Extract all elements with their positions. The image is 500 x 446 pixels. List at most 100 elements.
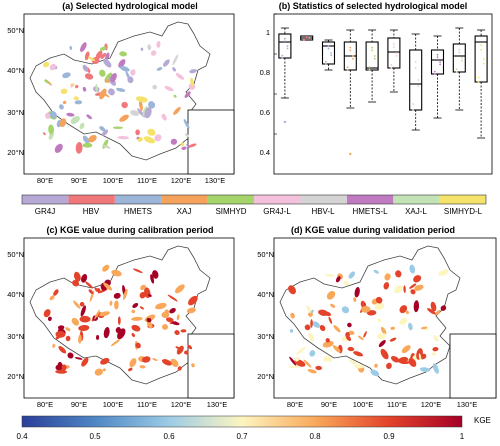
basin-shape (62, 100, 67, 105)
basin-shape (48, 131, 54, 140)
basin-shape (390, 326, 395, 330)
basin-shape (96, 335, 100, 340)
box-point (324, 63, 327, 65)
box-point (458, 51, 461, 54)
basin-shape (112, 126, 124, 129)
basin-shape (170, 138, 178, 145)
basin-shape (353, 351, 364, 357)
lat-label: 30°N (7, 332, 24, 341)
basin-shape (73, 271, 81, 282)
basin-shape (73, 96, 79, 101)
basin-shape (288, 365, 301, 368)
box-point (414, 67, 417, 69)
box-iqr (387, 37, 401, 69)
basin-shape (173, 106, 181, 115)
basin-shape (438, 269, 449, 276)
basin-shape (327, 356, 333, 362)
box-iqr (321, 41, 336, 65)
lon-label: 130°E (206, 400, 228, 409)
basin-shape (341, 306, 350, 314)
basin-shape (82, 86, 87, 92)
basin-shape (398, 356, 409, 364)
box-point (305, 35, 308, 38)
lon-label: 120°E (170, 400, 192, 409)
basin-shape (139, 365, 146, 369)
basin-shape (43, 61, 50, 68)
basins-d (288, 264, 449, 377)
basin-shape (401, 345, 411, 354)
box-point (349, 46, 352, 49)
legend-label-hmets: HMETS (124, 207, 152, 216)
box-iqr (452, 43, 466, 73)
kge-gradient-bar (21, 415, 463, 428)
box-point (477, 76, 480, 79)
lon-label: 110°E (137, 400, 157, 409)
basin-shape (123, 288, 128, 300)
basin-shape (82, 135, 90, 144)
basin-shape (139, 306, 144, 310)
basin-shape (409, 264, 416, 274)
basin-shape (79, 122, 85, 130)
basin-shape (164, 85, 174, 92)
basin-shape (409, 283, 417, 289)
box-point (327, 45, 330, 48)
basin-shape (431, 352, 436, 356)
basin-shape (191, 363, 195, 368)
basin-shape (60, 88, 68, 95)
basin-shape (408, 357, 417, 367)
box-point (393, 43, 395, 45)
basin-shape (156, 41, 161, 48)
legend-swatch-hbv-l (300, 195, 347, 204)
basin-shape (167, 294, 178, 302)
basin-shape (55, 369, 67, 374)
box-hbv (300, 35, 314, 41)
basin-shape (105, 52, 110, 61)
lat-label: 50°N (7, 26, 24, 35)
basin-shape (95, 84, 98, 93)
basin-shape (188, 143, 197, 148)
basin-shape (144, 107, 152, 119)
basin-shape (81, 274, 88, 283)
basin-shape (147, 44, 152, 51)
map-panel-c (0, 237, 235, 408)
box-iqr (365, 41, 379, 71)
basin-shape (94, 309, 101, 320)
box-xaj (343, 29, 357, 156)
boxplot-panel: 0.4 0.6 0.8 1 (250, 13, 500, 179)
lat-label: 30°N (7, 108, 24, 117)
basin-shape (147, 128, 156, 136)
basin-shape (80, 305, 86, 317)
kge-colorbar: KGE 0.4 0.5 0.6 0.7 0.8 0.9 1 (16, 415, 500, 446)
kge-tick: 1 (459, 432, 465, 441)
box-outlier (349, 152, 352, 156)
box-hbv-l (409, 33, 423, 131)
basin-shape (177, 366, 182, 371)
basin-shape (185, 133, 189, 138)
basin-shape (333, 325, 341, 333)
basin-shape (165, 317, 174, 323)
basin-shape (432, 363, 439, 374)
box-point (330, 54, 333, 57)
basin-shape (304, 324, 311, 331)
basin-shape (101, 129, 109, 136)
basin-shape (164, 309, 169, 314)
basin-shape (189, 69, 197, 74)
basin-shape (322, 340, 334, 348)
basin-shape (399, 305, 408, 314)
basin-shape (43, 309, 51, 318)
basin-shape (176, 345, 184, 355)
basin-shape (172, 54, 179, 66)
basin-shape (135, 129, 140, 136)
kge-tick: 0.9 (383, 432, 395, 441)
basin-shape (52, 343, 56, 348)
box-point (352, 55, 354, 57)
basin-shape (308, 332, 315, 342)
basin-shape (72, 279, 80, 287)
lon-label: 90°E (320, 400, 338, 409)
basin-shape (53, 289, 59, 296)
basin-shape (128, 367, 133, 372)
box-point (286, 45, 289, 47)
box-point (436, 53, 439, 56)
basin-shape (88, 135, 97, 143)
basin-shape (310, 319, 313, 328)
